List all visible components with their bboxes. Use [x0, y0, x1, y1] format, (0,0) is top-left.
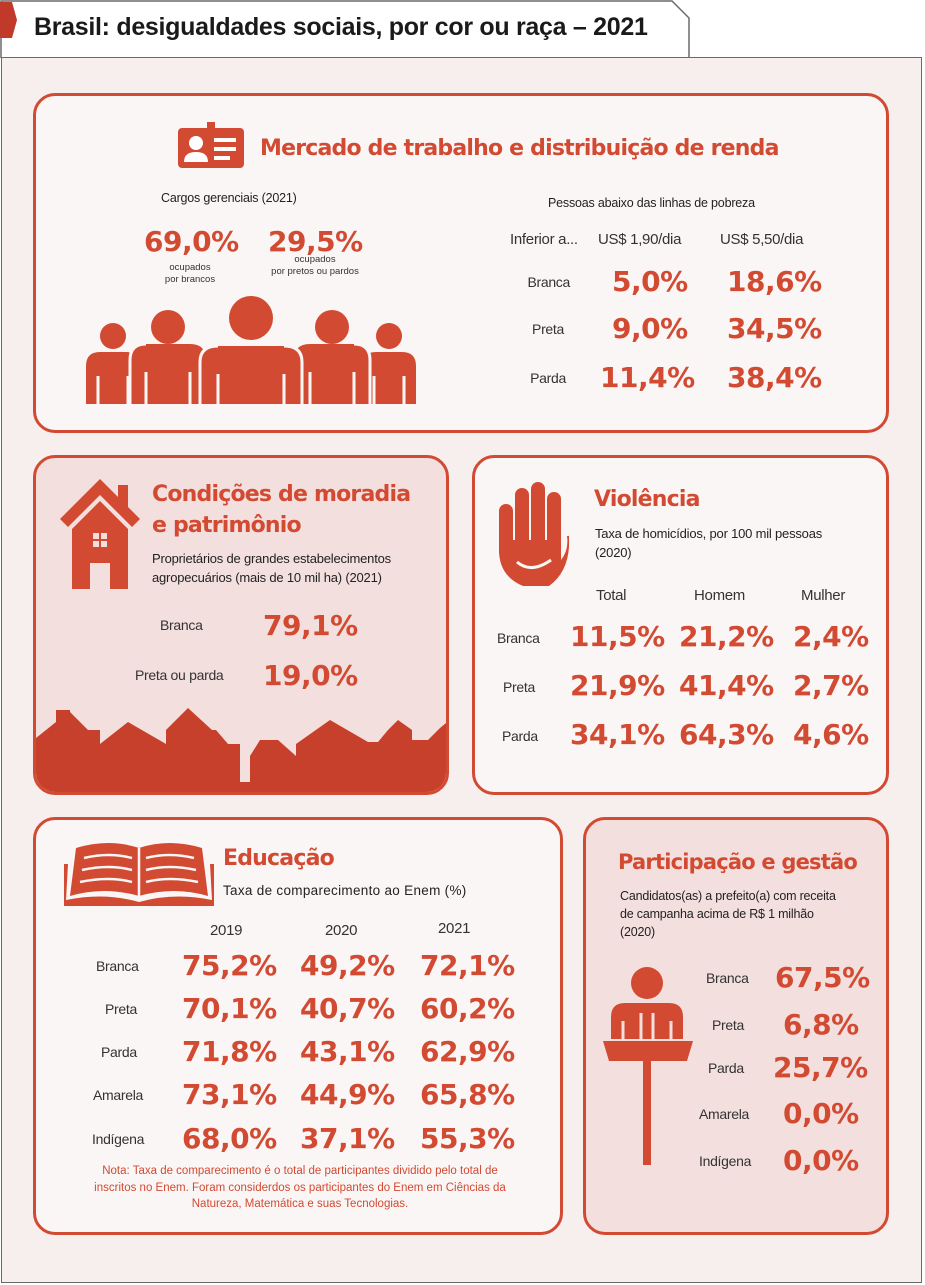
educacao-row-label: Indígena [92, 1131, 145, 1147]
pobreza-col-2: US$ 5,50/dia [720, 231, 804, 248]
pobreza-col-0: Inferior a... [510, 231, 578, 248]
educacao-row-label: Branca [96, 958, 139, 974]
educacao-col-header: 2019 [210, 922, 243, 939]
participacao-row-label: Parda [708, 1060, 744, 1076]
hand-stop-icon [499, 482, 569, 586]
cargos-brancos-desc: ocupados por brancos [164, 262, 216, 286]
educacao-value: 55,3% [420, 1122, 515, 1155]
violencia-value: 11,5% [570, 620, 665, 653]
pobreza-label: Pessoas abaixo das linhas de pobreza [548, 196, 755, 210]
title-tab-shape [0, 0, 690, 58]
educacao-sub: Taxa de comparecimento ao Enem (%) [223, 883, 467, 898]
pobreza-value: 38,4% [727, 361, 822, 394]
educacao-value: 43,1% [300, 1035, 395, 1068]
violencia-value: 2,7% [793, 669, 869, 702]
cargos-pretos-desc: ocupados por pretos ou pardos [271, 254, 359, 278]
educacao-note: Nota: Taxa de comparecimento é o total d… [94, 1165, 506, 1211]
educacao-value: 37,1% [300, 1122, 395, 1155]
moradia-value: 79,1% [263, 609, 358, 642]
violencia-value: 4,6% [793, 718, 869, 751]
violencia-row-label: Preta [503, 679, 535, 695]
educacao-value: 71,8% [182, 1035, 277, 1068]
violencia-col-header: Mulher [801, 587, 846, 604]
pobreza-row-label: Parda [530, 370, 566, 386]
speaker-podium-icon [603, 967, 693, 1165]
participacao-value: 0,0% [783, 1144, 859, 1177]
cargos-pretos-value: 29,5% [268, 225, 363, 258]
participacao-row-label: Preta [712, 1017, 744, 1033]
pobreza-value: 11,4% [600, 361, 695, 394]
moradia-sub-2: agropecuários (mais de 10 mil ha) (2021) [152, 570, 382, 585]
moradia-value: 19,0% [263, 659, 358, 692]
participacao-value: 6,8% [783, 1008, 859, 1041]
participacao-row-label: Branca [706, 970, 749, 986]
rooftops-skyline [36, 708, 446, 792]
educacao-value: 49,2% [300, 949, 395, 982]
violencia-value: 21,9% [570, 669, 665, 702]
participacao-sub: Candidatos(as) a prefeito(a) com receita… [620, 889, 836, 939]
pobreza-value: 9,0% [612, 312, 688, 345]
violencia-value: 21,2% [679, 620, 774, 653]
people-group-icon [86, 296, 416, 404]
violencia-value: 41,4% [679, 669, 774, 702]
participacao-row-label: Amarela [699, 1106, 750, 1122]
open-book-icon [64, 843, 214, 906]
educacao-value: 73,1% [182, 1078, 277, 1111]
house-icon [60, 479, 140, 589]
heading-participacao: Participação e gestão [618, 850, 858, 874]
violencia-col-header: Homem [694, 587, 746, 604]
participacao-row-label: Indígena [699, 1153, 752, 1169]
educacao-col-header: 2021 [438, 920, 471, 937]
heading-educacao: Educação [223, 846, 335, 871]
educacao-row-label: Amarela [93, 1087, 144, 1103]
violencia-sub-1: Taxa de homicídios, por 100 mil pessoas [595, 526, 823, 541]
moradia-row-label: Preta ou parda [135, 667, 224, 683]
violencia-value: 2,4% [793, 620, 869, 653]
heading-moradia-2: e patrimônio [152, 513, 302, 538]
heading-moradia-1: Condições de moradia [152, 482, 411, 507]
heading-trabalho: Mercado de trabalho e distribuição de re… [260, 136, 779, 161]
cargos-label: Cargos gerenciais (2021) [161, 191, 297, 205]
pobreza-value: 5,0% [612, 265, 688, 298]
pobreza-col-1: US$ 1,90/dia [598, 231, 682, 248]
educacao-value: 40,7% [300, 992, 395, 1025]
educacao-col-header: 2020 [325, 922, 358, 939]
page-title: Brasil: desigualdades sociais, por cor o… [34, 13, 648, 41]
pobreza-row-label: Branca [527, 274, 570, 290]
heading-violencia: Violência [594, 487, 700, 512]
educacao-value: 70,1% [182, 992, 277, 1025]
educacao-value: 62,9% [420, 1035, 515, 1068]
title-tab: Brasil: desigualdades sociais, por cor o… [0, 0, 690, 58]
moradia-row-label: Branca [160, 617, 203, 633]
violencia-value: 34,1% [570, 718, 665, 751]
educacao-value: 68,0% [182, 1122, 277, 1155]
pobreza-row-label: Preta [532, 321, 564, 337]
educacao-value: 44,9% [300, 1078, 395, 1111]
id-card-icon [178, 122, 244, 168]
violencia-row-label: Branca [497, 630, 540, 646]
violencia-sub-2: (2020) [595, 545, 632, 560]
participacao-value: 67,5% [775, 961, 870, 994]
participacao-value: 25,7% [773, 1051, 868, 1084]
educacao-row-label: Preta [105, 1001, 137, 1017]
educacao-row-label: Parda [101, 1044, 137, 1060]
participacao-value: 0,0% [783, 1097, 859, 1130]
violencia-value: 64,3% [679, 718, 774, 751]
educacao-value: 60,2% [420, 992, 515, 1025]
cargos-brancos-value: 69,0% [144, 225, 239, 258]
violencia-col-header: Total [596, 587, 627, 604]
moradia-sub-1: Proprietários de grandes estabelecimento… [152, 551, 391, 566]
educacao-value: 65,8% [420, 1078, 515, 1111]
educacao-value: 75,2% [182, 949, 277, 982]
educacao-value: 72,1% [420, 949, 515, 982]
pobreza-value: 34,5% [727, 312, 822, 345]
pobreza-value: 18,6% [727, 265, 822, 298]
violencia-row-label: Parda [502, 728, 538, 744]
